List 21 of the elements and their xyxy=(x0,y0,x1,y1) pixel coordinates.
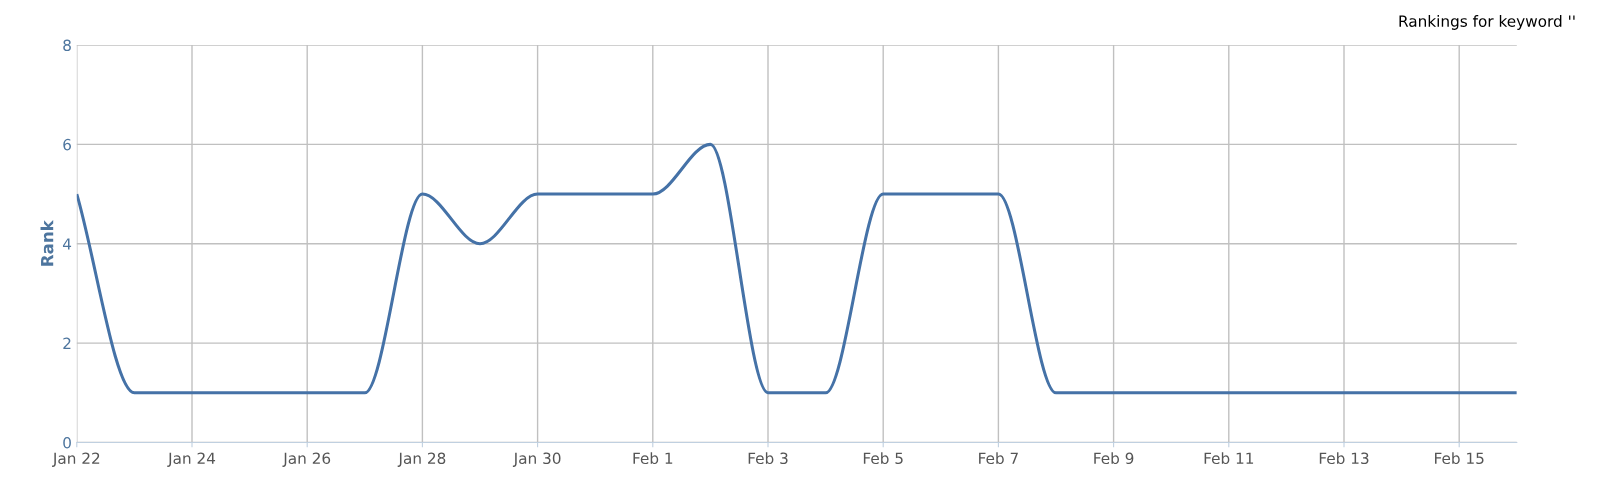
y-tick-label: 2 xyxy=(63,337,71,349)
line-series xyxy=(76,142,1517,395)
x-tick-label: Jan 30 xyxy=(512,452,561,467)
x-tick-label: Feb 7 xyxy=(979,452,1018,465)
x-tick-label: Jan 22 xyxy=(52,452,100,467)
x-tick-label: Feb 1 xyxy=(633,452,673,465)
y-tick-label: 4 xyxy=(62,238,72,250)
y-tick-label: 6 xyxy=(63,138,71,151)
x-tick-label: Feb 15 xyxy=(1435,452,1484,465)
x-tick-label: Jan 28 xyxy=(397,452,446,467)
y-tick-label: 0 xyxy=(63,436,71,449)
x-tick-label: Feb 9 xyxy=(1094,452,1134,465)
x-tick-label: Feb 5 xyxy=(863,452,903,465)
x-tick-label: Feb 11 xyxy=(1204,452,1254,465)
y-tick-label: 8 xyxy=(63,39,71,52)
x-tick-label: Jan 24 xyxy=(167,452,216,467)
chart-title: Rankings for keyword '' xyxy=(1399,15,1575,30)
x-tick-label: Feb 13 xyxy=(1319,452,1369,465)
x-tick-label: Jan 26 xyxy=(282,452,331,467)
y-axis-title: Rank xyxy=(40,219,54,266)
x-tick-label: Feb 3 xyxy=(748,452,788,465)
